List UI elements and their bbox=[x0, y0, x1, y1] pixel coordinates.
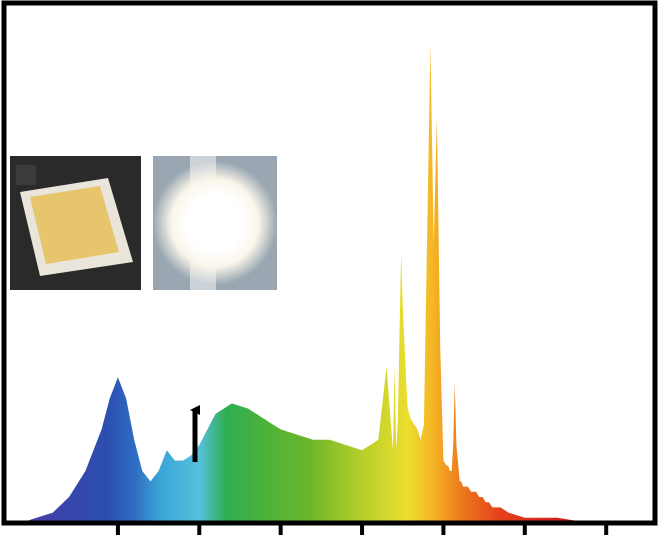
led-package-off-photo bbox=[10, 156, 141, 290]
led-package-lit-photo bbox=[153, 156, 277, 290]
plot-frame bbox=[1, 0, 658, 526]
x-axis-ticks bbox=[115, 521, 609, 535]
